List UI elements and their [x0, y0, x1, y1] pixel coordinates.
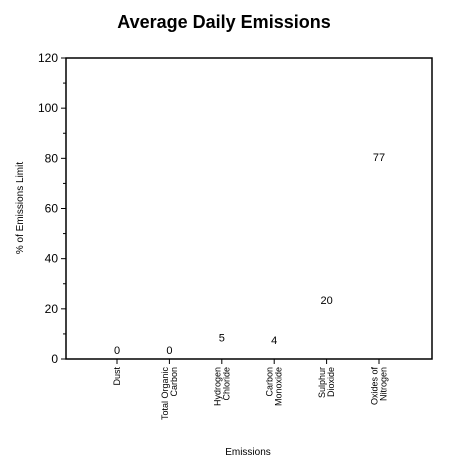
data-label: 0 — [114, 345, 120, 357]
x-tick-label-line: Chloride — [221, 367, 231, 401]
x-tick-label: Sulphur Dioxide — [317, 367, 336, 398]
x-tick-label-line: Monoxide — [274, 367, 284, 406]
y-tick-label: 20 — [45, 302, 59, 316]
x-tick-label: Oxides of Nitrogen — [370, 367, 389, 406]
chart-title: Average Daily Emissions — [117, 12, 330, 32]
x-tick-label-line: Sulphur — [317, 367, 327, 398]
x-tick-label-line: Nitrogen — [379, 367, 389, 401]
x-tick-label: Total Organic Carbon — [160, 367, 179, 421]
data-label: 0 — [166, 345, 172, 357]
x-tick-label-line: Dust — [112, 367, 122, 386]
y-tick-label: 100 — [38, 101, 58, 115]
x-tick-label: Hydrogen Chloride — [212, 367, 231, 406]
data-label: 4 — [271, 335, 277, 347]
y-tick-label: 60 — [45, 202, 59, 216]
data-label: 20 — [320, 295, 332, 307]
x-tick-label-line: Oxides of — [370, 367, 380, 406]
x-tick-label: Carbon Monoxide — [265, 367, 284, 406]
y-axis-label: % of Emissions Limit — [15, 162, 26, 254]
x-tick-label-line: Carbon — [265, 367, 275, 397]
x-axis-label: Emissions — [225, 447, 271, 458]
x-tick-label-line: Total Organic — [160, 367, 170, 421]
x-tick-label-line: Hydrogen — [212, 367, 222, 406]
data-label: 77 — [373, 152, 385, 164]
y-tick-label: 120 — [38, 51, 58, 65]
x-tick-label-line: Carbon — [169, 367, 179, 397]
y-tick-label: 0 — [51, 352, 58, 366]
y-tick-label: 40 — [45, 252, 59, 266]
x-tick-label-line: Dioxide — [326, 367, 336, 397]
x-tick-label: Dust — [112, 367, 122, 386]
data-label: 5 — [219, 332, 225, 344]
plot-frame — [65, 57, 433, 360]
axes — [61, 57, 433, 364]
y-tick-label: 80 — [45, 151, 59, 165]
